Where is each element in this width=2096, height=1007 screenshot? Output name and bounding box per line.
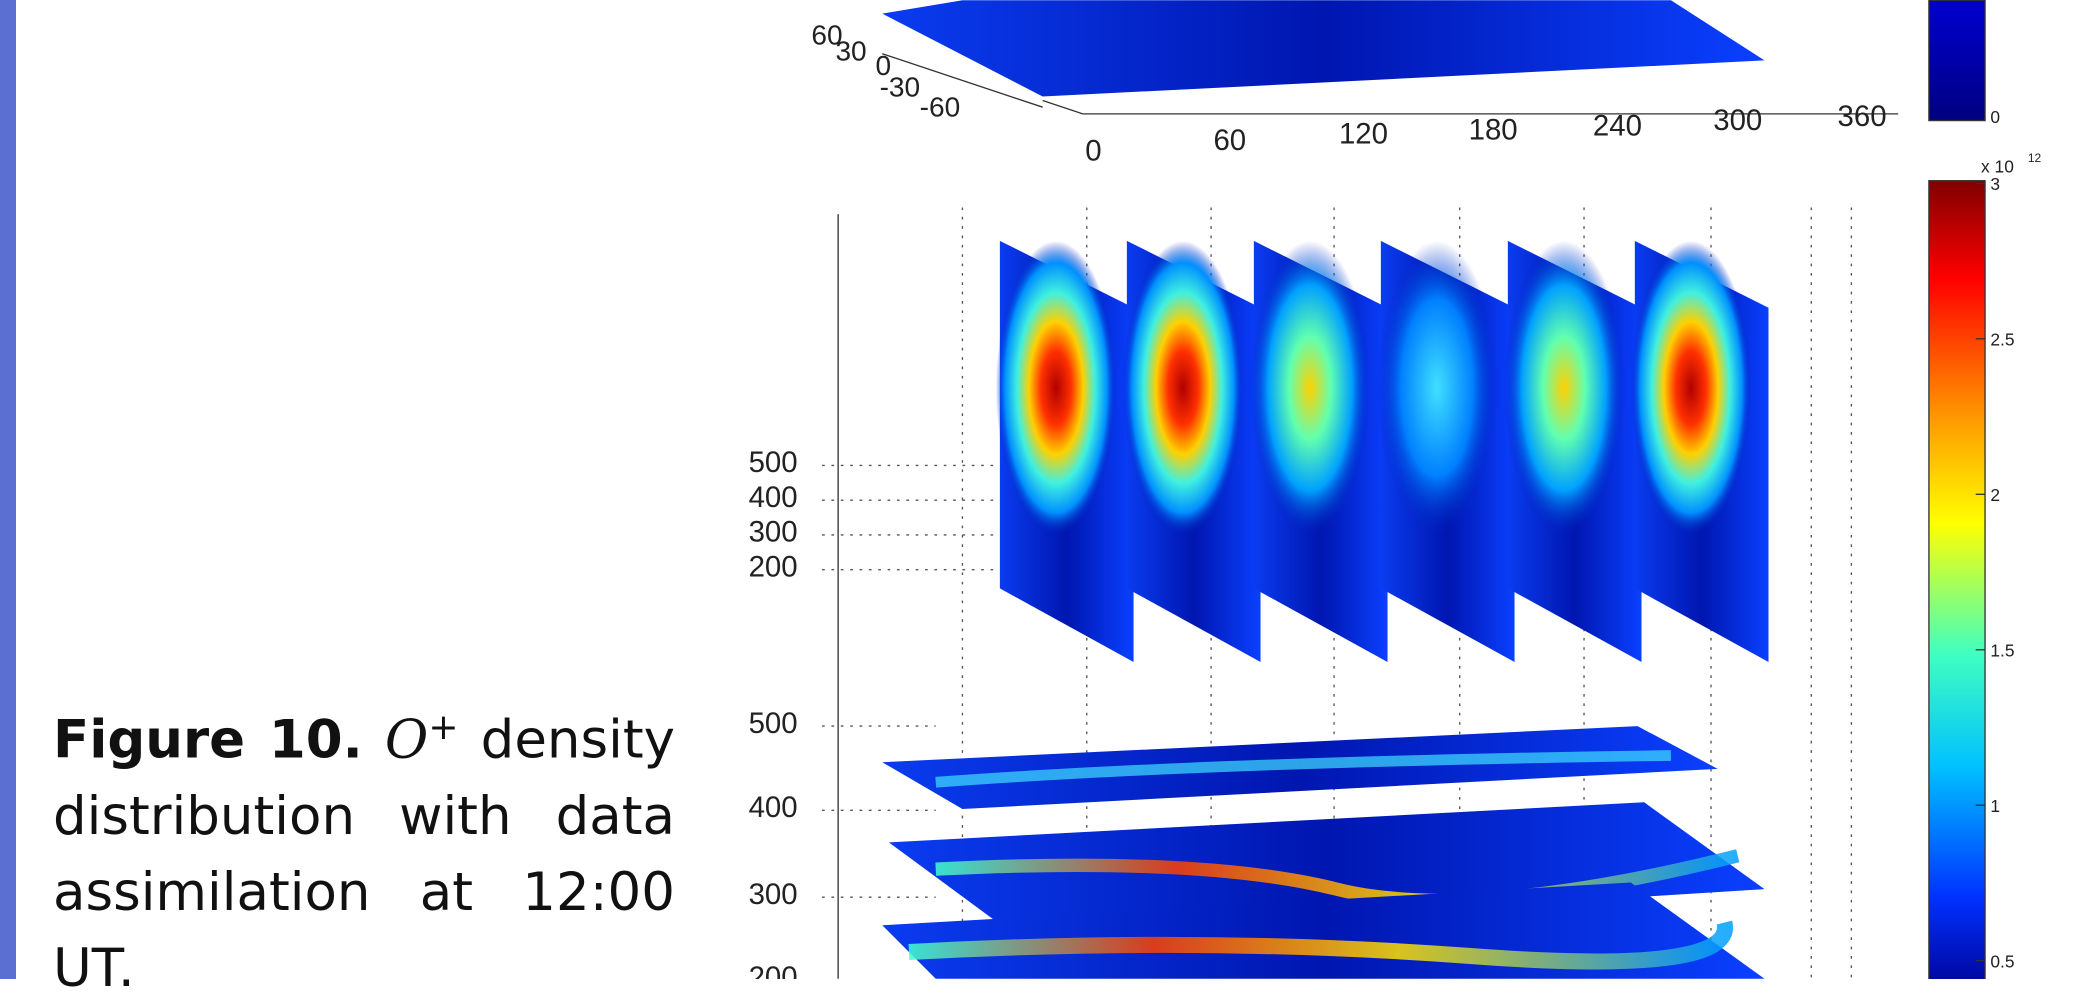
caption: Figure 10. O+ density distribution with … (53, 690, 675, 1007)
top-panel (882, 0, 1986, 122)
streak (935, 750, 1671, 788)
tick-label: 60 (1213, 124, 1246, 157)
colorbar (1928, 180, 1986, 979)
tick-label: 12 (2028, 151, 2042, 165)
colorbar (1928, 0, 1986, 122)
tick-label: -30 (880, 72, 921, 103)
density-peak (995, 240, 1117, 535)
layer-panel (882, 180, 1986, 979)
axis-line (1042, 99, 1899, 115)
tick-label: 0 (876, 50, 892, 81)
tick-label: 300 (749, 878, 798, 911)
density-peak (1376, 240, 1498, 535)
density-peak (1122, 240, 1244, 535)
tick-label: 400 (749, 481, 798, 514)
tick-label: 360 (1838, 100, 1887, 133)
density-peak (1249, 240, 1371, 535)
tick-label: 200 (749, 550, 798, 583)
tick-label: 60 (811, 19, 842, 50)
page: Figure 10. O+ density distribution with … (0, 0, 2042, 999)
tick-label: 1 (1990, 796, 2000, 816)
surface (882, 0, 1765, 97)
tick-label: 0.5 (1990, 951, 2014, 971)
species: O (384, 709, 429, 771)
tick-label: 240 (1593, 109, 1642, 142)
tick-label: 400 (749, 791, 798, 824)
tick-label: 300 (1713, 104, 1762, 137)
charge: + (428, 707, 459, 748)
tick-label: 2.5 (1990, 330, 2014, 350)
slices (995, 240, 1769, 662)
density-peak (1630, 240, 1752, 535)
tick-label: 200 (749, 961, 798, 979)
tick-label: 120 (1339, 117, 1388, 150)
tick-label: 300 (749, 516, 798, 549)
tick-label: 500 (749, 707, 798, 740)
caption-text: density distribution with data assimilat… (53, 709, 675, 999)
slice-panel (822, 207, 1853, 979)
tick-label: 0 (1990, 107, 2000, 127)
density-peak (1503, 240, 1625, 535)
tick-label: 2 (1990, 485, 2000, 505)
axis-line (882, 53, 1043, 108)
streak (908, 920, 1733, 970)
tick-label: x 10 (1981, 157, 2014, 177)
tick-label: 500 (749, 446, 798, 479)
tick-label: 0 (1085, 135, 1101, 168)
tick-label: 180 (1469, 113, 1518, 146)
tick-label: 3 (1990, 174, 2000, 194)
tick-label: 1.5 (1990, 640, 2014, 660)
side-bar (0, 0, 16, 979)
caption-label: Figure 10. (53, 709, 363, 771)
tick-label: -60 (920, 92, 961, 123)
tick-label: 30 (835, 35, 866, 66)
